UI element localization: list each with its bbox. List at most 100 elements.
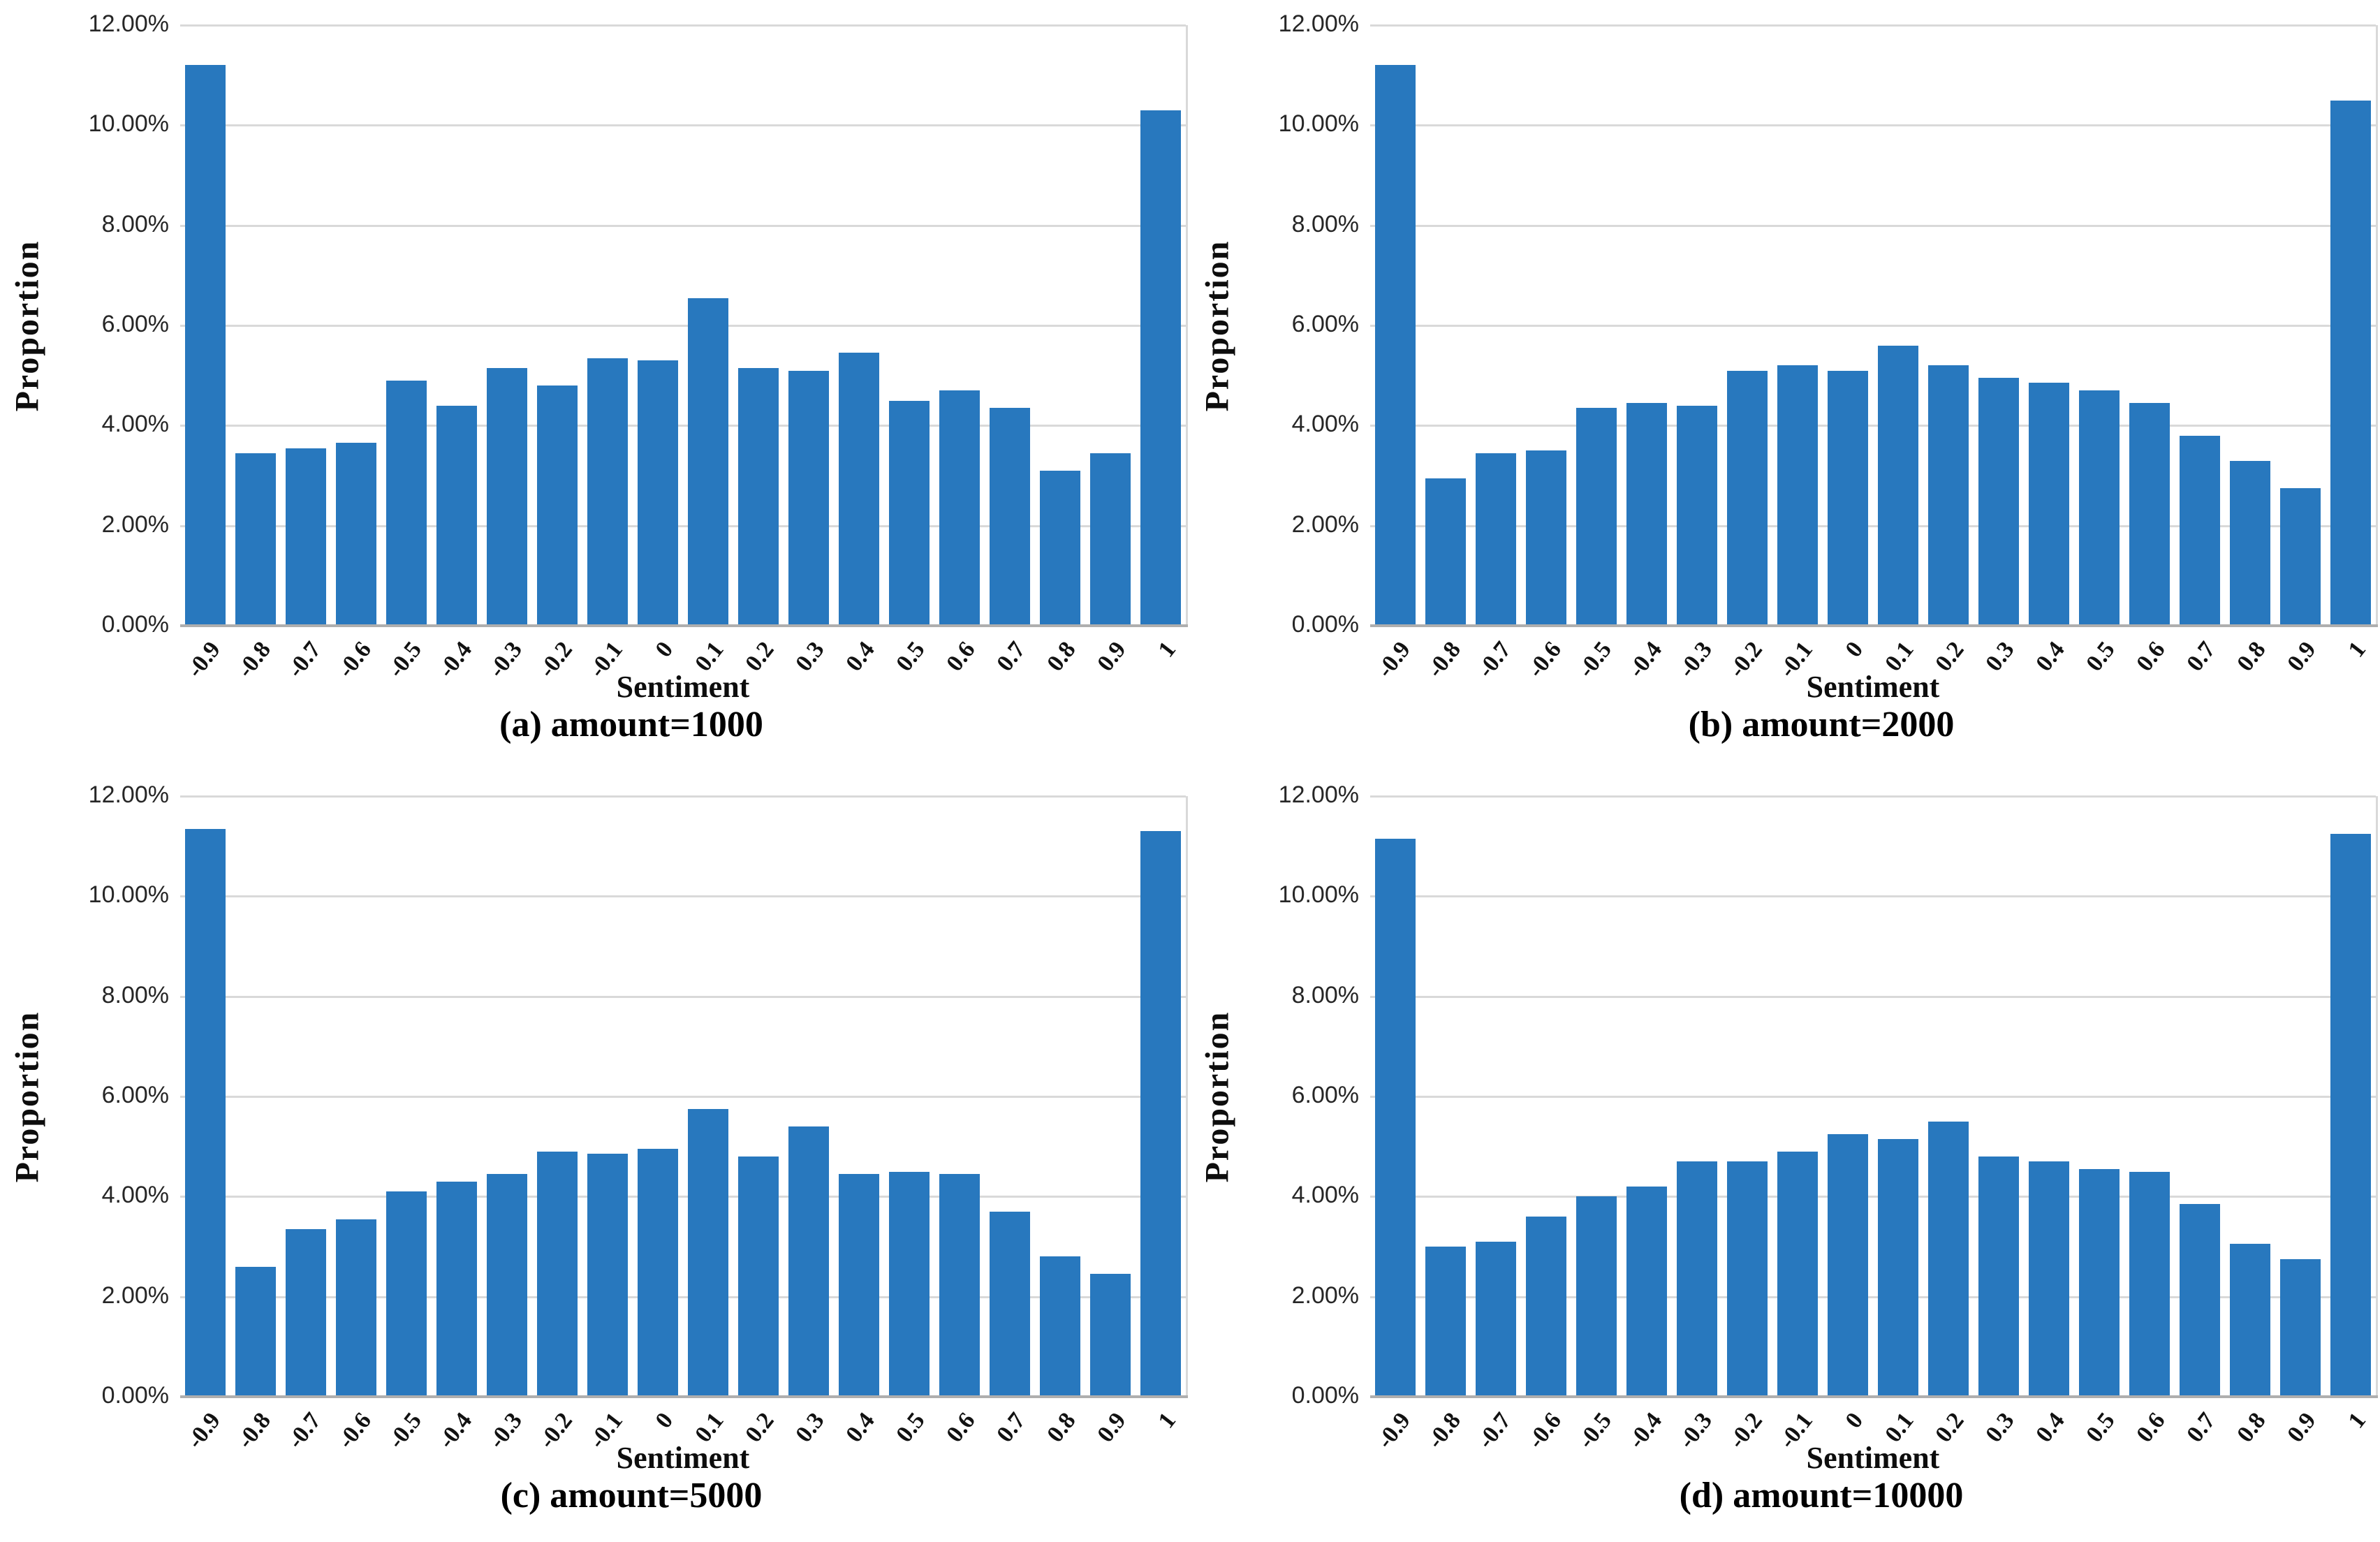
bar-slot — [331, 25, 381, 626]
bar-0.7 — [990, 408, 1030, 626]
y-tick-label: 0.00% — [101, 1382, 169, 1409]
bar--0.9 — [1375, 65, 1416, 626]
y-axis-title-wrap: Proportion — [3, 796, 52, 1397]
y-tick-label: 0.00% — [1291, 611, 1359, 638]
bar-slot — [884, 796, 934, 1397]
x-axis-title: Sentiment — [1806, 1441, 1940, 1475]
gridline-8 — [180, 224, 1186, 227]
bar-slot — [985, 796, 1035, 1397]
bar-slot — [582, 796, 633, 1397]
bar-slot — [2175, 796, 2225, 1397]
bar-0 — [1828, 1133, 1868, 1397]
bar--0.3 — [487, 1174, 527, 1397]
y-tick-label: 2.00% — [101, 1282, 169, 1309]
gridline-8 — [180, 995, 1186, 998]
bars-container — [1370, 25, 2376, 626]
bar--0.4 — [1626, 403, 1667, 626]
bar-slot — [1923, 25, 1974, 626]
bar-slot — [633, 25, 683, 626]
y-tick-label: 8.00% — [1291, 981, 1359, 1008]
x-axis-title: Sentiment — [616, 1441, 750, 1475]
bar-0.8 — [2230, 1244, 2270, 1397]
chart-caption: (d) amount=10000 — [1679, 1476, 1964, 1515]
y-tick-label: 2.00% — [1291, 511, 1359, 538]
bar-slot — [1571, 25, 1622, 626]
bar-1 — [2330, 100, 2371, 626]
y-axis-title: Proportion — [1198, 1011, 1236, 1182]
bar-slot — [683, 25, 733, 626]
bar--0.3 — [1677, 405, 1717, 626]
bar-slot — [1974, 796, 2024, 1397]
gridline-12 — [1370, 795, 2376, 798]
y-tick-label: 8.00% — [101, 210, 169, 237]
bar-1 — [2330, 833, 2371, 1397]
bar-slot — [432, 796, 482, 1397]
x-tick-label: 1 — [2343, 1408, 2372, 1434]
bar--0.1 — [587, 358, 628, 626]
bar-0.9 — [2280, 487, 2321, 626]
bar--0.1 — [1777, 365, 1818, 626]
bar-0.6 — [939, 390, 980, 626]
bar--0.6 — [1526, 1217, 1566, 1397]
bar-0.6 — [939, 1174, 980, 1397]
bar-slot — [281, 25, 331, 626]
bar-slot — [482, 796, 532, 1397]
bar--0.7 — [286, 448, 326, 626]
bar-slot — [180, 796, 230, 1397]
bar-slot — [381, 25, 432, 626]
gridline-10 — [1370, 124, 2376, 127]
bar-slot — [2074, 25, 2124, 626]
bar-slot — [1923, 796, 1974, 1397]
bar-0.5 — [889, 1171, 930, 1397]
bar-0 — [638, 1149, 678, 1397]
bar--0.6 — [336, 1219, 376, 1397]
bar--0.5 — [1576, 408, 1617, 626]
bar-slot — [2024, 25, 2074, 626]
bar-slot — [532, 796, 582, 1397]
bar--0.8 — [1425, 478, 1466, 626]
bar--0.8 — [235, 453, 276, 626]
plot-right-border — [1186, 796, 1188, 1397]
bar-0.8 — [1040, 1256, 1080, 1397]
y-tick-label: 6.00% — [1291, 311, 1359, 337]
y-axis-title-wrap: Proportion — [1193, 25, 1242, 626]
plot-area: 0.00% 2.00% 4.00% 6.00% 8.00% 10.00% 12.00% -0.… — [89, 781, 1188, 1453]
y-axis-title: Proportion — [8, 1011, 46, 1182]
plot-right-border — [2376, 796, 2378, 1397]
bar-slot — [1823, 796, 1873, 1397]
bar--0.4 — [436, 1181, 477, 1397]
y-tick-label: 6.00% — [101, 1082, 169, 1108]
bar--0.6 — [1526, 450, 1566, 626]
x-axis-title: Sentiment — [1806, 670, 1940, 704]
bar-slot — [733, 25, 784, 626]
bar--0.2 — [1727, 370, 1768, 626]
gridline-6 — [1370, 1096, 2376, 1098]
gridline-10 — [180, 124, 1186, 127]
bar-slot — [2074, 796, 2124, 1397]
bar--0.3 — [1677, 1161, 1717, 1397]
bars-container — [1370, 796, 2376, 1397]
bar-slot — [230, 25, 281, 626]
bar-0.9 — [1090, 453, 1131, 626]
gridline-6 — [1370, 325, 2376, 327]
bar-slot — [934, 25, 985, 626]
plot-right-border — [2376, 25, 2378, 626]
bar-slot — [1672, 796, 1722, 1397]
gridline-10 — [180, 895, 1186, 898]
bar-slot — [633, 796, 683, 1397]
bar-slot — [733, 796, 784, 1397]
bar-slot — [2275, 796, 2326, 1397]
gridline-2 — [1370, 524, 2376, 527]
chart-caption: (a) amount=1000 — [499, 705, 763, 744]
bar-0.3 — [1978, 378, 2019, 626]
chart-panel-a: Proportion 0.00% 2.00% 4.00% 6.00% 8.00% 10.0… — [0, 0, 1190, 771]
bar-slot — [2124, 796, 2175, 1397]
bar-slot — [180, 25, 230, 626]
bar-slot — [985, 25, 1035, 626]
y-tick-label: 8.00% — [101, 981, 169, 1008]
bar-slot — [784, 796, 834, 1397]
bar-slot — [1420, 25, 1471, 626]
y-tick-label: 4.00% — [101, 411, 169, 438]
bar-slot — [1035, 796, 1085, 1397]
bar--0.9 — [185, 65, 226, 626]
